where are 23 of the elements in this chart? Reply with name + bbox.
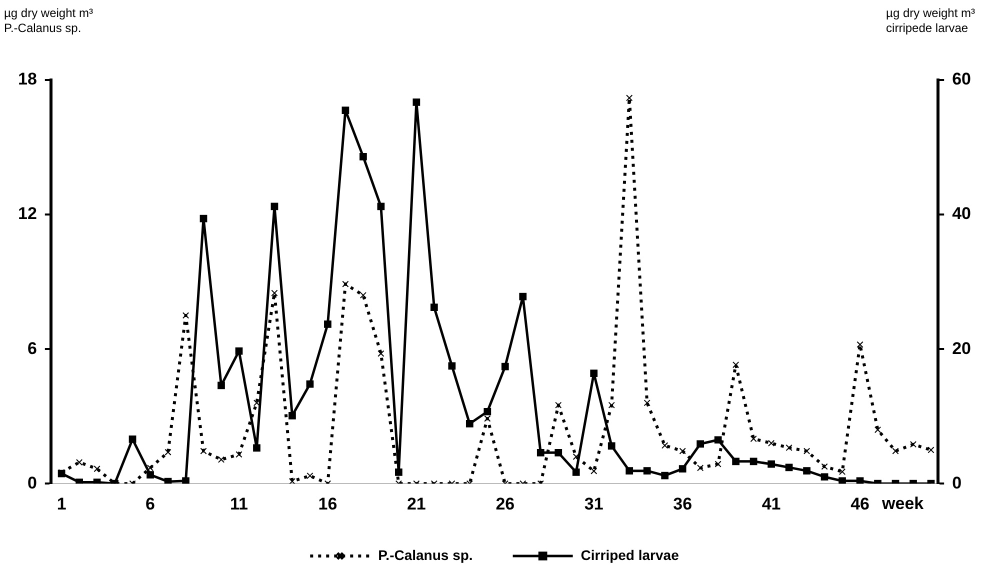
legend-label: P.-Calanus sp.: [378, 546, 473, 563]
y-tick-label: 6: [27, 338, 37, 358]
x-axis-title: week: [881, 494, 924, 513]
x-tick-label: 41: [762, 494, 781, 514]
y-tick-label: 0: [27, 473, 37, 492]
legend-label: Cirriped larvae: [580, 546, 680, 563]
y2-tick-label: 0: [952, 473, 962, 492]
x-tick-label: 11: [230, 494, 248, 514]
y2-axis-title: µg dry weight m³ cirripede larvae: [886, 6, 975, 36]
y2-tick-label: 20: [952, 338, 972, 358]
y2-tick-label: 40: [952, 204, 972, 224]
x-tick-label: 46: [850, 494, 870, 514]
y-tick-label: 12: [18, 204, 37, 224]
x-tick-label: 26: [496, 494, 515, 514]
x-tick-label: 16: [318, 494, 338, 514]
x-tick-label: 36: [673, 494, 692, 514]
y2-tick-label: 60: [952, 70, 972, 89]
y-axis-title: µg dry weight m³ P.-Calanus sp.: [4, 6, 93, 36]
x-tick-label: 6: [146, 494, 156, 514]
x-tick-label: 1: [56, 494, 66, 514]
x-tick-label: 21: [406, 494, 426, 514]
x-tick-label: 31: [584, 494, 604, 514]
y-tick-label: 18: [18, 70, 37, 89]
